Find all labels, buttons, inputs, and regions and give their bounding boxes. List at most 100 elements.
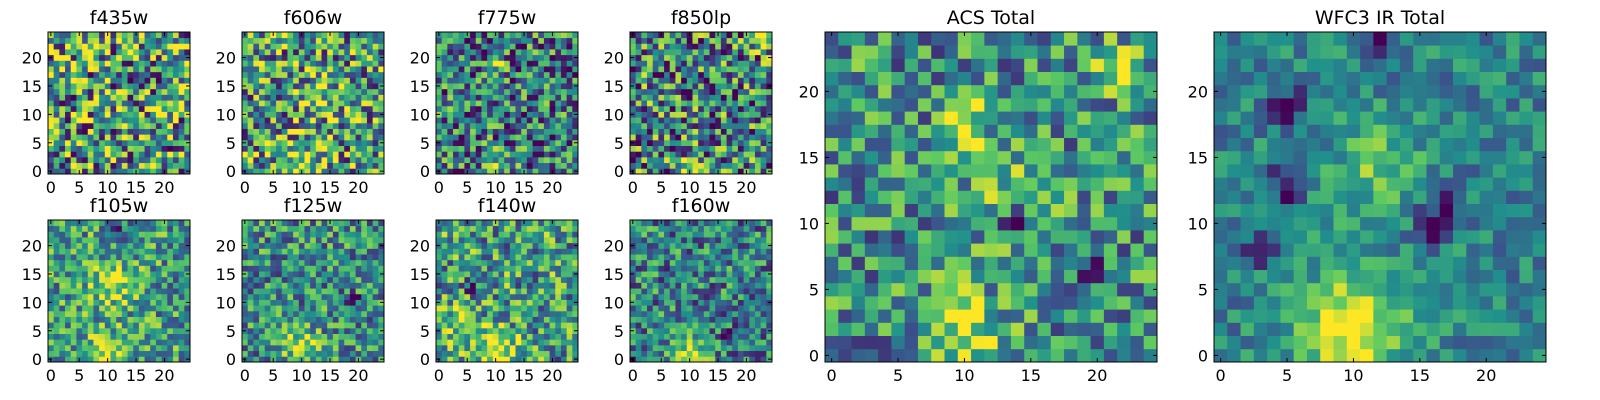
heatmap-cell [372, 151, 379, 158]
heatmap-cell [65, 94, 72, 101]
heatmap-cell [647, 282, 654, 289]
heatmap-cell [355, 60, 362, 67]
heatmap-cell [675, 66, 682, 73]
heatmap-cell [321, 117, 328, 124]
heatmap-cell [172, 88, 180, 95]
heatmap-cell [167, 37, 174, 44]
heatmap-cell [498, 237, 505, 244]
heatmap-cell [327, 259, 334, 266]
heatmap-cell [754, 111, 762, 118]
heatmap-cell [144, 356, 151, 363]
heatmap-cell [70, 162, 77, 169]
heatmap-cell [287, 156, 294, 164]
heatmap-cell [93, 49, 100, 56]
heatmap-cell [492, 293, 499, 300]
heatmap-cell [641, 322, 648, 329]
heatmap-cell [692, 100, 699, 107]
heatmap-cell [560, 220, 568, 227]
heatmap-cell [361, 43, 368, 50]
heatmap-cell [138, 310, 145, 317]
heatmap-cell [521, 225, 528, 232]
heatmap-cell [127, 265, 134, 272]
heatmap-cell [572, 248, 579, 255]
heatmap-cell [332, 128, 339, 135]
heatmap-cell [138, 94, 145, 101]
heatmap-cell [526, 276, 533, 283]
heatmap-cell [737, 32, 744, 39]
heatmap-cell [566, 122, 573, 129]
heatmap-cell [749, 94, 756, 101]
heatmap-cell [281, 134, 288, 141]
heatmap-cell [59, 225, 66, 232]
heatmap-cell [566, 231, 573, 238]
heatmap-cell [515, 151, 522, 158]
heatmap-cell [253, 88, 260, 95]
heatmap-cell [270, 162, 277, 169]
heatmap-cell [281, 77, 288, 84]
heatmap-cell [150, 117, 157, 124]
heatmap-cell [133, 37, 140, 44]
heatmap-cell [167, 271, 174, 278]
heatmap-cell [93, 83, 100, 90]
heatmap-cell [715, 88, 722, 95]
heatmap-cell [760, 344, 767, 352]
heatmap-cell [276, 276, 283, 283]
heatmap-cell [509, 100, 516, 107]
heatmap-cell [732, 356, 739, 363]
heatmap-cell [664, 282, 671, 289]
heatmap-cell [664, 333, 671, 340]
heatmap-cell [104, 344, 111, 352]
heatmap-cell [532, 60, 539, 67]
heatmap-cell [264, 322, 271, 329]
heatmap-cell [498, 94, 505, 101]
heatmap-cell [70, 220, 77, 227]
heatmap-cell [253, 293, 260, 300]
heatmap-cell [555, 322, 562, 329]
heatmap-cell [93, 151, 100, 158]
heatmap-cell [184, 248, 191, 255]
heatmap-cell [287, 83, 294, 90]
heatmap-cell [48, 316, 55, 323]
heatmap-cell [178, 237, 185, 244]
heatmap-cell [178, 128, 185, 135]
heatmap-cell [521, 77, 528, 84]
heatmap-cell [566, 271, 573, 278]
heatmap-cell [167, 156, 174, 164]
heatmap-cell [65, 162, 72, 169]
heatmap-cell [259, 327, 266, 334]
heatmap-cell [549, 77, 556, 84]
heatmap-cell [259, 293, 266, 300]
heatmap-cell [144, 162, 151, 169]
heatmap-cell [560, 254, 568, 261]
heatmap-cell [287, 88, 294, 95]
heatmap-cell [59, 237, 66, 244]
heatmap-cell [344, 356, 351, 363]
heatmap-cell [121, 60, 128, 67]
heatmap-cell [247, 168, 254, 175]
heatmap-cell [458, 339, 465, 346]
heatmap-cell [498, 350, 505, 357]
heatmap-cell [144, 276, 151, 283]
heatmap-cell [458, 356, 465, 363]
heatmap-cell [264, 117, 271, 124]
heatmap-cell [658, 316, 665, 323]
heatmap-cell [555, 151, 562, 158]
heatmap-cell [441, 316, 448, 323]
heatmap-cell [247, 117, 254, 124]
heatmap-cell [492, 100, 499, 107]
x-tick-label: 10 [291, 178, 311, 197]
heatmap-cell [298, 66, 305, 73]
heatmap-cell [475, 231, 482, 238]
heatmap-cell [698, 322, 705, 329]
heatmap-cell [555, 100, 562, 107]
heatmap-cell [715, 344, 722, 352]
heatmap-cell [87, 333, 94, 340]
heatmap-cell [652, 134, 659, 141]
heatmap-cell [481, 322, 488, 329]
heatmap-cell [304, 310, 311, 317]
heatmap-cell [686, 344, 693, 352]
heatmap-cell [669, 305, 676, 312]
heatmap-cell [281, 333, 288, 340]
heatmap-cell [526, 316, 533, 323]
heatmap-cell [754, 122, 762, 129]
